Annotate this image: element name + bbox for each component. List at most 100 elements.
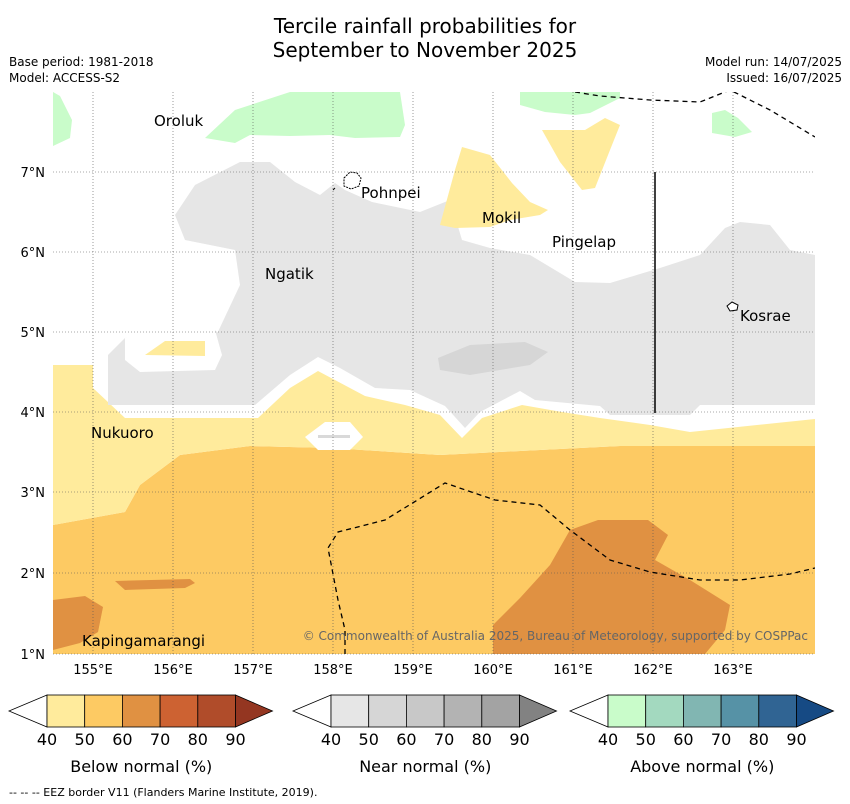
meta-left: Base period: 1981-2018 Model: ACCESS-S2 <box>9 54 154 86</box>
place-pohnpei: Pohnpei <box>361 184 421 202</box>
above-normal-40-region-northeast <box>520 92 620 115</box>
lon-label-5: 160°E <box>473 663 513 678</box>
legend-0-swatch-0 <box>46 694 86 728</box>
legend-0-tick-2: 60 <box>112 730 132 749</box>
map-title: Tercile rainfall probabilities for Septe… <box>0 14 850 62</box>
legend-2-tick-1: 50 <box>636 730 656 749</box>
legend-2-swatch-1 <box>645 694 684 728</box>
legend-0: 40 50 60 70 80 90 Below normal (%) <box>7 694 274 776</box>
legend-1-tick-4: 80 <box>472 730 492 749</box>
legend-1-high-arrow <box>519 694 558 728</box>
legend-0-swatch-1 <box>84 694 123 728</box>
eez-border-south <box>327 482 815 654</box>
legend-2: 40 50 60 70 80 90 Above normal (%) <box>568 694 835 776</box>
place-kapingamarangi: Kapingamarangi <box>82 632 205 650</box>
lon-label-1: 156°E <box>153 663 193 678</box>
issued-date: Issued: 16/07/2025 <box>726 71 842 85</box>
near-normal-40-region <box>108 162 815 428</box>
below-normal-40-region-band <box>53 365 815 525</box>
legend-1-swatch-1 <box>368 694 407 728</box>
lon-label-6: 161°E <box>553 663 593 678</box>
legend-1-tick-0: 40 <box>321 730 341 749</box>
legend-0-tick-3: 70 <box>150 730 170 749</box>
eez-border-north <box>574 92 815 138</box>
lat-label-0: 7°N <box>21 166 46 181</box>
lat-label-6: 1°N <box>21 648 46 663</box>
legend-1: 40 50 60 70 80 90 Near normal (%) <box>291 694 558 776</box>
gray-sliver <box>318 435 350 438</box>
below-normal-60-region-southeast <box>493 520 730 654</box>
pohnpei-islet <box>332 187 336 191</box>
legend-0-tick-0: 40 <box>37 730 57 749</box>
lat-label-4: 3°N <box>21 486 46 501</box>
title-line-1: Tercile rainfall probabilities for <box>273 14 577 38</box>
kosrae-island <box>726 301 739 312</box>
legend-2-low-arrow <box>568 694 609 728</box>
legend-0-swatch-3 <box>159 694 199 728</box>
legend-0-tick-1: 50 <box>75 730 95 749</box>
below-normal-60-region-southwest <box>53 596 103 650</box>
lon-label-4: 159°E <box>393 663 433 678</box>
legend-2-tick-2: 60 <box>673 730 693 749</box>
lat-label-5: 2°N <box>21 567 46 582</box>
place-kosrae: Kosrae <box>740 307 791 325</box>
legends: 40 50 60 70 80 90 Below normal (%) 40 50 60 70 80 90… <box>7 694 835 776</box>
longitude-labels: 155°E 156°E 157°E 158°E 159°E 160°E 161°E 162°E… <box>73 663 753 678</box>
legend-1-low-arrow <box>291 694 332 728</box>
legend-0-tick-4: 80 <box>188 730 208 749</box>
island-shapes <box>332 171 739 312</box>
place-nukuoro: Nukuoro <box>91 424 154 442</box>
lon-label-0: 155°E <box>73 663 113 678</box>
place-labels: Oroluk Pohnpei Mokil Pingelap Ngatik Kos… <box>82 112 791 650</box>
legend-1-label: Near normal (%) <box>359 757 491 776</box>
above-normal-40-region-north <box>205 92 405 143</box>
legend-1-swatch-2 <box>405 694 445 728</box>
lat-label-2: 5°N <box>21 326 46 341</box>
place-mokil: Mokil <box>482 209 521 227</box>
legend-2-label: Above normal (%) <box>630 757 774 776</box>
legend-0-tick-5: 90 <box>225 730 245 749</box>
lon-label-7: 162°E <box>633 663 673 678</box>
model-name: Model: ACCESS-S2 <box>9 71 121 85</box>
legend-1-tick-1: 50 <box>359 730 379 749</box>
place-pingelap: Pingelap <box>552 233 616 251</box>
meta-right: Model run: 14/07/2025 Issued: 16/07/2025 <box>705 54 842 86</box>
legend-0-label: Below normal (%) <box>70 757 212 776</box>
legend-2-swatch-3 <box>720 694 760 728</box>
near-normal-50-region <box>438 342 548 375</box>
above-normal-40-region-east <box>712 110 752 137</box>
lon-label-2: 157°E <box>233 663 273 678</box>
lat-label-3: 4°N <box>21 406 46 421</box>
title-line-2: September to November 2025 <box>272 38 578 62</box>
base-period: Base period: 1981-2018 <box>9 55 154 69</box>
legend-0-swatch-2 <box>122 694 161 728</box>
legend-1-tick-3: 70 <box>434 730 454 749</box>
below-normal-60-region-strip <box>115 579 195 590</box>
legend-1-tick-2: 60 <box>396 730 416 749</box>
eez-footnote: -- -- -- EEZ border V11 (Flanders Marine… <box>9 786 318 799</box>
legend-2-tick-4: 80 <box>749 730 769 749</box>
legend-2-tick-3: 70 <box>711 730 731 749</box>
below-normal-40-patch-west <box>145 341 205 356</box>
legend-1-swatch-4 <box>481 694 520 728</box>
legend-2-tick-5: 90 <box>786 730 806 749</box>
legend-2-tick-0: 40 <box>598 730 618 749</box>
legend-0-high-arrow <box>235 694 274 728</box>
legend-1-tick-5: 90 <box>509 730 529 749</box>
lon-label-3: 158°E <box>313 663 353 678</box>
legend-2-swatch-4 <box>758 694 797 728</box>
legend-2-high-arrow <box>796 694 835 728</box>
below-normal-40-region-mokil <box>440 147 548 228</box>
copyright-text: © Commonwealth of Australia 2025, Bureau… <box>303 629 808 643</box>
legend-0-swatch-4 <box>197 694 236 728</box>
below-normal-40-region-north <box>542 118 620 190</box>
place-ngatik: Ngatik <box>265 265 314 283</box>
lat-label-1: 6°N <box>21 246 46 261</box>
legend-0-low-arrow <box>7 694 48 728</box>
legend-2-swatch-2 <box>683 694 722 728</box>
pohnpei-island <box>343 171 362 190</box>
legend-1-swatch-3 <box>443 694 483 728</box>
lon-label-8: 163°E <box>713 663 753 678</box>
near-normal-patch-east <box>808 350 815 360</box>
